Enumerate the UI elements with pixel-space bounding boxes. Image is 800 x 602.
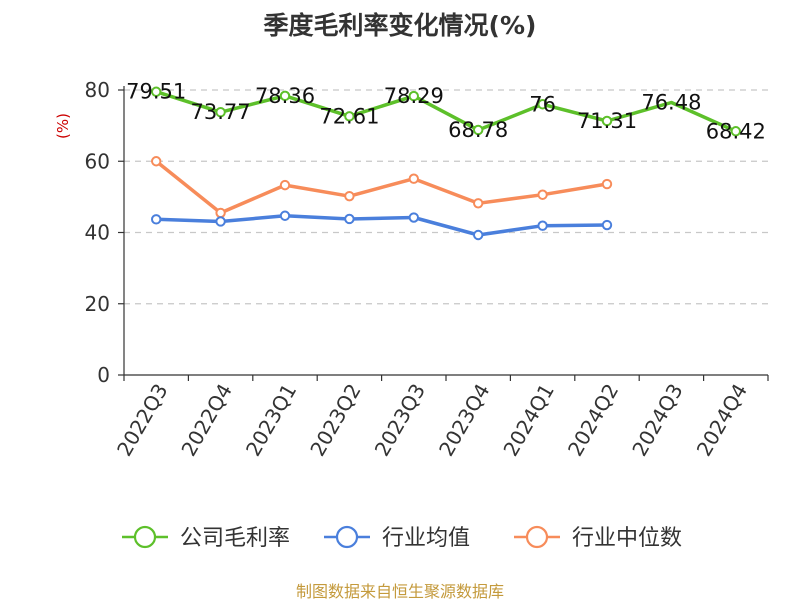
x-tick-label: 2022Q4 — [176, 380, 236, 461]
legend-label: 行业均值 — [382, 526, 470, 551]
x-tick-label: 2024Q2 — [563, 380, 623, 461]
x-tick-label: 2024Q1 — [498, 380, 558, 461]
data-label: 72.61 — [319, 104, 379, 128]
x-tick-label: 2022Q3 — [112, 380, 172, 461]
y-tick-label: 40 — [85, 221, 110, 245]
source-note: 制图数据来自恒生聚源数据库 — [295, 582, 504, 601]
legend-swatch-marker — [133, 525, 157, 549]
y-tick-label: 0 — [97, 363, 110, 387]
data-label: 78.29 — [384, 84, 444, 108]
data-label: 71.31 — [577, 109, 637, 133]
data-point[interactable] — [537, 189, 548, 200]
data-point[interactable] — [279, 210, 291, 221]
data-point[interactable] — [601, 115, 613, 127]
data-point[interactable] — [473, 124, 484, 136]
data-point[interactable] — [408, 212, 419, 223]
data-label: 76.48 — [641, 91, 701, 115]
series-line — [154, 214, 609, 237]
data-label: 68.42 — [706, 119, 766, 143]
x-tick-label: 2023Q1 — [241, 380, 301, 461]
data-label: 73.77 — [191, 100, 251, 124]
legend-label: 行业中位数 — [572, 526, 682, 551]
series-line — [154, 159, 609, 215]
data-point[interactable] — [408, 173, 419, 184]
data-point[interactable] — [279, 90, 291, 102]
data-point[interactable] — [537, 99, 548, 110]
legend-item[interactable]: 公司毛利率 — [122, 525, 290, 551]
legend[interactable]: 公司毛利率 行业均值 行业中位数 — [122, 525, 682, 551]
series — [151, 86, 741, 241]
data-point[interactable] — [730, 126, 741, 137]
data-point[interactable] — [151, 214, 162, 225]
y-axis-unit: (%) — [54, 113, 72, 139]
data-point[interactable] — [473, 198, 484, 209]
data-point[interactable] — [537, 220, 548, 231]
x-tick-label: 2024Q3 — [627, 380, 687, 461]
data-label: 79.51 — [126, 80, 186, 104]
chart-title: 季度毛利率变化情况(%) — [263, 11, 537, 40]
data-point[interactable] — [215, 207, 226, 219]
x-tick-label: 2023Q4 — [434, 380, 494, 461]
data-point[interactable] — [601, 178, 613, 190]
data-point[interactable] — [601, 219, 613, 231]
legend-item[interactable]: 行业均值 — [324, 525, 470, 551]
x-tick-label: 2023Q2 — [305, 380, 365, 461]
data-point[interactable] — [151, 86, 162, 97]
y-tick-label: 20 — [85, 292, 110, 316]
legend-swatch-marker — [525, 525, 549, 549]
data-point[interactable] — [279, 179, 291, 191]
legend-label: 公司毛利率 — [180, 526, 290, 551]
gridlines — [124, 89, 768, 305]
legend-item[interactable]: 行业中位数 — [514, 525, 682, 551]
data-point[interactable] — [344, 190, 355, 202]
data-label: 76 — [529, 92, 556, 116]
y-tick-label: 80 — [85, 78, 110, 102]
y-tick-label: 60 — [85, 149, 110, 173]
data-point[interactable] — [151, 156, 162, 167]
data-point[interactable] — [408, 90, 419, 102]
data-point[interactable] — [473, 229, 484, 241]
data-point[interactable] — [215, 216, 226, 227]
x-tick-label: 2023Q3 — [370, 380, 430, 461]
legend-swatch-marker — [335, 525, 359, 549]
data-point[interactable] — [215, 106, 226, 118]
data-point[interactable] — [344, 111, 355, 122]
series-line — [154, 89, 738, 134]
data-point[interactable] — [344, 213, 355, 225]
data-label: 78.36 — [255, 84, 315, 108]
data-label: 68.78 — [448, 118, 508, 142]
x-tick-label: 2024Q4 — [692, 380, 752, 461]
